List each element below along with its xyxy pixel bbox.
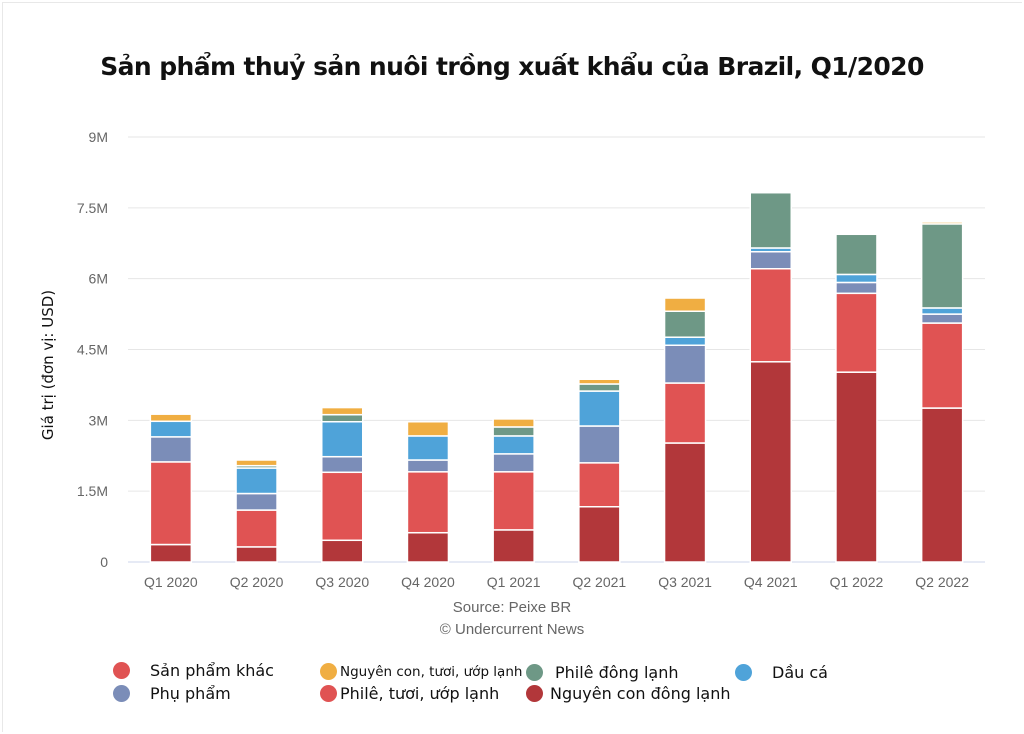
bar-segment[interactable] [406,421,450,437]
bar-segment[interactable] [749,251,792,270]
bar-segment[interactable] [920,221,964,225]
bar-segment[interactable] [663,344,707,384]
bar-segment[interactable] [321,413,364,423]
bar-segment[interactable] [235,459,278,467]
y-tick-label: 9M [89,129,108,145]
bar-segment[interactable] [835,233,878,276]
bar-segment[interactable] [492,435,535,455]
legend-label: Philê đông lạnh [555,663,679,682]
bar-segment[interactable] [578,506,621,563]
legend-label: Nguyên con đông lạnh [550,684,731,703]
bar-segment[interactable] [920,322,964,409]
bar-segment[interactable] [663,310,707,338]
bar-segment[interactable] [578,462,621,508]
bar-segment[interactable] [321,455,364,474]
bar-segment[interactable] [663,297,707,312]
y-tick-label: 7.5M [77,200,108,216]
legend-marker-icon [526,685,543,702]
bar-segment[interactable] [835,371,878,563]
bar-segment[interactable] [749,361,792,563]
legend-item[interactable]: Dầu cá [735,663,828,682]
copyright-text: © Undercurrent News [439,621,585,638]
legend-item[interactable]: Nguyên con, tươi, ướp lạnh [320,663,522,680]
bar-segment[interactable] [406,471,450,534]
bar-segment[interactable] [235,467,278,495]
bar-segment[interactable] [578,390,621,427]
legend-marker-icon [113,685,130,702]
bar-segment[interactable] [663,382,707,444]
chart-title: Sản phẩm thuỷ sản nuôi trồng xuất khẩu c… [100,52,924,81]
bar-segment[interactable] [492,529,535,563]
y-tick-label: 6M [89,271,108,287]
legend-label: Sản phẩm khác [150,661,274,680]
bar-segment[interactable] [235,546,278,563]
legend-item[interactable]: Philê đông lạnh [526,663,678,682]
x-tick-label: Q2 2021 [572,574,626,590]
legend-item[interactable]: Sản phẩm khác [113,661,274,680]
x-tick-label: Q2 2020 [230,574,284,590]
bar-segment[interactable] [235,492,278,511]
bar-segment[interactable] [663,442,707,563]
bar-segment[interactable] [920,307,964,315]
bar-segment[interactable] [321,471,364,542]
bar-segment[interactable] [235,509,278,548]
bar-segment[interactable] [321,421,364,458]
bar-segment[interactable] [749,268,792,363]
bar-segment[interactable] [149,543,193,563]
bar-segment[interactable] [492,453,535,473]
legend-marker-icon [735,664,752,681]
legend-item[interactable]: Philê, tươi, ướp lạnh [320,684,499,703]
bar-segment[interactable] [578,383,621,392]
bar-segment[interactable] [920,223,964,309]
bar-segment[interactable] [920,407,964,563]
bar-segment[interactable] [149,413,193,423]
bar-segment[interactable] [578,425,621,464]
legend-label: Phụ phẩm [150,684,231,703]
legend-marker-icon [320,663,337,680]
y-tick-label: 4.5M [77,342,108,358]
bar-segment[interactable] [492,426,535,437]
y-tick-label: 1.5M [77,483,108,499]
bar-segment[interactable] [492,418,535,428]
y-tick-label: 3M [89,412,108,428]
bar-segment[interactable] [149,420,193,438]
bar-segment[interactable] [835,281,878,295]
bar-segment[interactable] [749,191,792,249]
bar-segment[interactable] [406,435,450,461]
bar-segment[interactable] [578,378,621,385]
bar-segment[interactable] [149,436,193,463]
x-tick-label: Q3 2021 [658,574,712,590]
bar-segment[interactable] [835,273,878,284]
x-tick-label: Q4 2020 [401,574,455,590]
bar-segment[interactable] [321,539,364,563]
legend-label: Nguyên con, tươi, ướp lạnh [340,663,523,680]
bar-segment[interactable] [492,471,535,531]
legend-item[interactable]: Nguyên con đông lạnh [526,684,730,703]
y-tick-label: 0 [100,554,108,570]
bar-segment[interactable] [406,531,450,563]
x-tick-label: Q2 2022 [915,574,969,590]
legend-label: Dầu cá [772,663,828,682]
bar-segment[interactable] [321,406,364,416]
bar-segment[interactable] [663,336,707,347]
legend-item[interactable]: Phụ phẩm [113,684,231,703]
bar-segment[interactable] [920,313,964,324]
legend-label: Philê, tươi, ướp lạnh [340,684,500,703]
bar-segment[interactable] [835,292,878,373]
bar-segment[interactable] [149,461,193,546]
legend-marker-icon [320,685,337,702]
x-tick-label: Q1 2020 [144,574,198,590]
x-tick-label: Q1 2022 [830,574,884,590]
bar-segment[interactable] [406,459,450,473]
x-tick-label: Q4 2021 [744,574,798,590]
source-text: Source: Peixe BR [452,599,572,616]
x-tick-label: Q3 2020 [315,574,369,590]
legend-marker-icon [113,662,130,679]
legend-marker-icon [526,664,543,681]
x-tick-label: Q1 2021 [487,574,541,590]
